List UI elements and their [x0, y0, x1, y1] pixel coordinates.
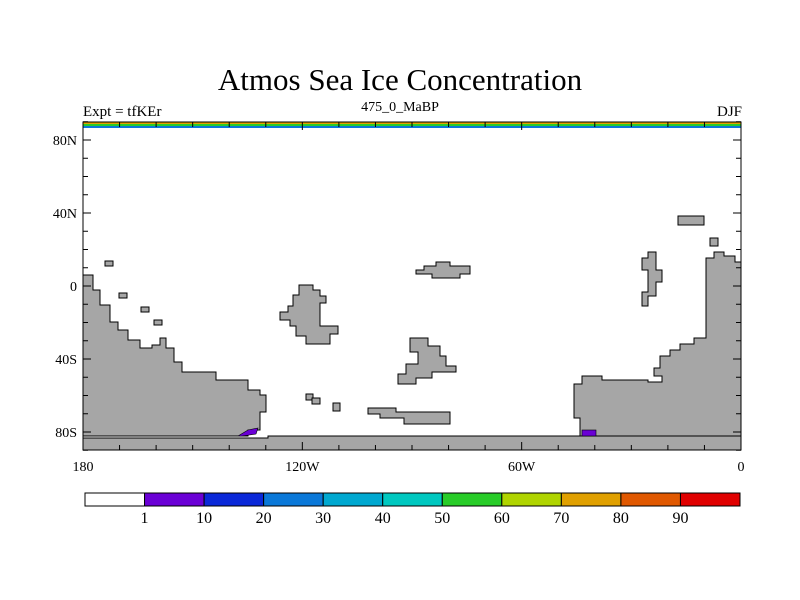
land-eastern-island-a: [641, 251, 663, 307]
colorbar-label: 30: [315, 510, 331, 527]
land-islet: [140, 306, 150, 313]
colorbar-swatch: [620, 492, 681, 507]
colorbar-swatch: [203, 492, 265, 507]
land-eastern-island-b: [677, 215, 705, 226]
land-eastern-continent: [573, 251, 742, 437]
lat-tick-label: 80S: [55, 426, 77, 441]
colorbar: 1 10 20 30 40 50 60 70 80 90: [84, 492, 741, 527]
colorbar-swatch: [84, 492, 146, 507]
lat-tick-label: 40S: [55, 353, 77, 368]
colorbar-swatch: [501, 492, 562, 507]
lat-tick-label: 40N: [53, 207, 77, 222]
land-central-island-a: [279, 284, 339, 345]
sea-ice-patch-east: [581, 429, 597, 437]
lon-tick-label: 60W: [508, 460, 536, 475]
colorbar-label: 20: [256, 510, 272, 527]
colorbar-label: 50: [434, 510, 450, 527]
sea-ice-patches: [236, 427, 597, 437]
colorbar-label: 70: [553, 510, 569, 527]
colorbar-label: 90: [672, 510, 688, 527]
land-central-island-b: [415, 261, 471, 279]
colorbar-swatch: [560, 492, 622, 507]
plot-title: Atmos Sea Ice Concentration: [217, 62, 583, 97]
colorbar-label: 10: [196, 510, 212, 527]
colorbar-swatch: [322, 492, 384, 507]
land-islet: [153, 319, 163, 326]
colorbar-label: 80: [613, 510, 629, 527]
colorbar-swatch: [382, 492, 443, 507]
land-islet: [104, 260, 114, 267]
lon-tick-label: 120W: [285, 460, 320, 475]
period-label: 475_0_MaBP: [361, 100, 439, 115]
colorbar-label: 40: [375, 510, 391, 527]
land-central-island-d: [367, 407, 451, 425]
experiment-label: Expt = tfKEr: [83, 104, 162, 120]
lon-tick-label: 180: [73, 460, 94, 475]
season-label: DJF: [716, 104, 742, 120]
axis-ticks: 180 120W 60W 0 80S 40S 0 40N 80N: [53, 121, 745, 475]
colorbar-label: 1: [141, 510, 149, 527]
land-islet: [118, 292, 128, 299]
land-western-continent: [82, 274, 267, 437]
sea-ice-patch-west: [236, 427, 259, 437]
land-islet: [311, 397, 321, 405]
land-islet: [332, 402, 341, 412]
colorbar-swatch: [144, 492, 205, 507]
lat-tick-label: 80N: [53, 134, 77, 149]
colorbar-swatch: [679, 492, 741, 507]
colorbar-label: 60: [494, 510, 510, 527]
land-islet: [709, 237, 719, 247]
land-islet: [305, 393, 314, 401]
lon-tick-label: 0: [738, 460, 745, 475]
land-central-island-c: [397, 337, 457, 385]
colorbar-swatch: [441, 492, 503, 507]
lat-tick-label: 0: [70, 280, 77, 295]
colorbar-swatch: [263, 492, 324, 507]
